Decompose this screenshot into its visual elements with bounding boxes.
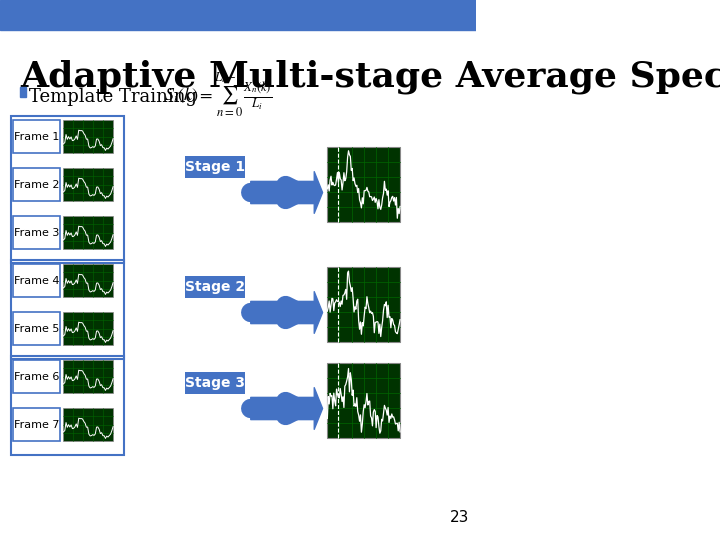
Bar — [20, 87, 27, 97]
Bar — [63, 360, 113, 393]
Bar — [63, 168, 113, 201]
FancyBboxPatch shape — [13, 168, 60, 201]
Bar — [63, 216, 113, 249]
Bar — [11, 116, 124, 263]
Text: Template Training: Template Training — [29, 88, 197, 106]
Bar — [0, 0, 476, 30]
Text: Stage 3: Stage 3 — [185, 376, 245, 390]
FancyBboxPatch shape — [13, 216, 60, 249]
Text: Frame 6: Frame 6 — [14, 372, 59, 381]
FancyBboxPatch shape — [13, 312, 60, 345]
Bar — [63, 312, 113, 345]
FancyBboxPatch shape — [185, 372, 245, 394]
FancyBboxPatch shape — [185, 276, 245, 298]
Text: Adaptive Multi-stage Average Spectral: Adaptive Multi-stage Average Spectral — [20, 60, 720, 94]
FancyBboxPatch shape — [13, 408, 60, 441]
Bar — [328, 363, 400, 438]
Bar — [328, 147, 400, 222]
Text: Frame 4: Frame 4 — [14, 275, 59, 286]
Text: Frame 5: Frame 5 — [14, 323, 59, 334]
Bar — [11, 356, 124, 455]
FancyBboxPatch shape — [13, 264, 60, 297]
Text: Frame 2: Frame 2 — [14, 179, 59, 190]
Bar — [63, 264, 113, 297]
Text: Frame 1: Frame 1 — [14, 132, 59, 141]
FancyBboxPatch shape — [13, 360, 60, 393]
Bar — [63, 408, 113, 441]
Bar — [328, 267, 400, 342]
Bar — [63, 120, 113, 153]
Bar — [11, 260, 124, 359]
Text: Frame 7: Frame 7 — [14, 420, 59, 429]
FancyBboxPatch shape — [185, 156, 245, 178]
Text: 23: 23 — [450, 510, 469, 525]
Text: Stage 2: Stage 2 — [185, 280, 245, 294]
Text: Frame 3: Frame 3 — [14, 227, 59, 238]
Text: Stage 1: Stage 1 — [185, 160, 245, 174]
Text: $S_i(k) = \sum_{n=0}^{L_i-1} \frac{X_n(k)}{L_i}$: $S_i(k) = \sum_{n=0}^{L_i-1} \frac{X_n(k… — [164, 70, 272, 120]
FancyBboxPatch shape — [13, 120, 60, 153]
